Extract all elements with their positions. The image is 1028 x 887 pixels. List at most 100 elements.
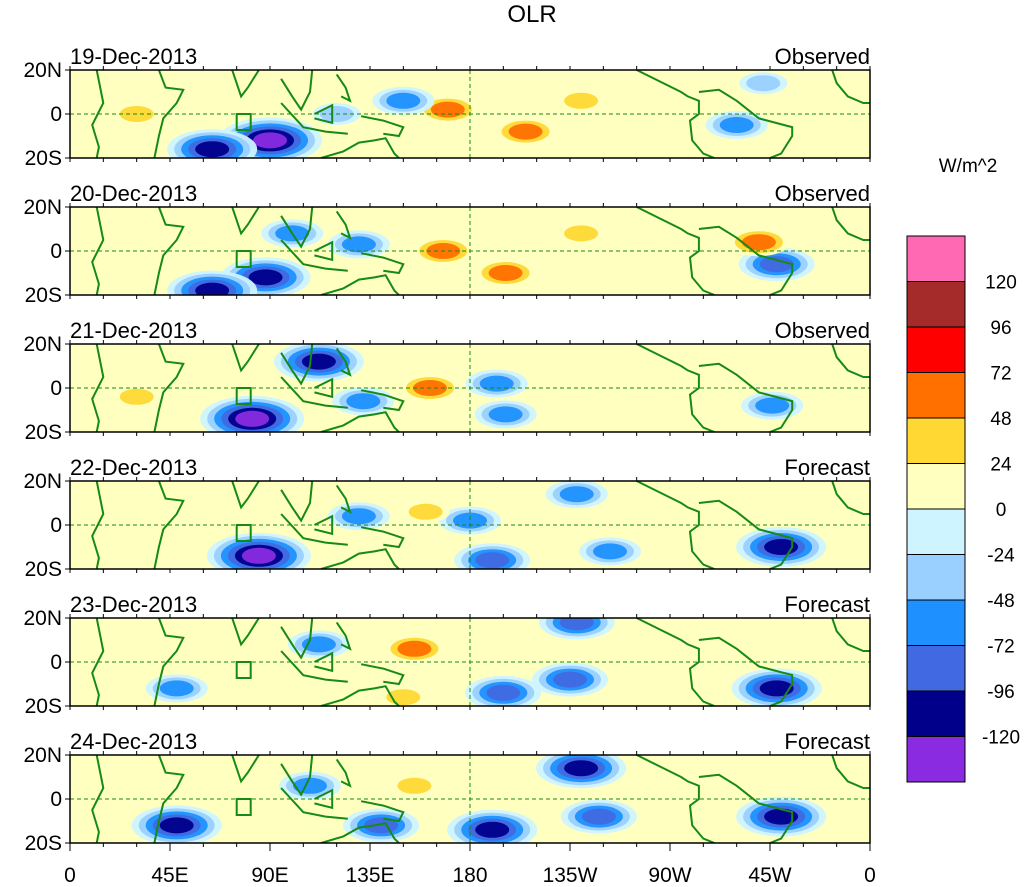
panel-label: Forecast (784, 729, 870, 754)
panel-5: 20N 0 20S 23-Dec-2013 Forecast (23, 592, 871, 718)
coastline-12 (831, 70, 870, 104)
field-feature-8-level-2 (397, 777, 432, 794)
coastline-9 (320, 548, 400, 569)
coastline-1 (91, 481, 105, 569)
field-feature-2-level-5 (195, 141, 230, 158)
colorbar-tick-label: 96 (990, 318, 1011, 339)
coastline-10 (636, 618, 715, 706)
coastline-2 (153, 70, 185, 158)
colorbar-swatch (906, 554, 966, 601)
y-tick-label: 0 (50, 651, 62, 674)
field-feature-1-level-6 (235, 410, 270, 427)
colorbar-swatch (906, 599, 966, 646)
x-tick-label: 45W (748, 864, 791, 887)
coastline-5 (280, 102, 348, 135)
coastline-5 (280, 239, 348, 272)
y-tick-label: 0 (50, 788, 62, 811)
coastline-12 (831, 344, 870, 378)
coastline-2 (153, 481, 185, 569)
panels-group: 20N 0 20S 19-Dec-2013 Observed 20N 0 20S 20-Dec-… (23, 44, 871, 855)
coastline-2 (153, 207, 185, 295)
panel-4: 20N 0 20S 22-Dec-2013 Forecast (23, 455, 871, 581)
y-tick-label: 20N (23, 470, 62, 493)
coastline-10 (636, 70, 715, 158)
x-tick-label: 90W (648, 864, 691, 887)
field-feature-7-level-2 (746, 75, 781, 92)
colorbar-swatch (906, 508, 966, 555)
coastline-4 (280, 344, 314, 386)
field-feature-5-level-3 (755, 397, 790, 414)
region-box (235, 798, 252, 816)
coastline-11 (698, 362, 794, 432)
x-tick-label: 180 (452, 864, 487, 887)
coastline-11 (698, 499, 794, 569)
field-feature-8-level-2 (119, 388, 154, 405)
coastline-9 (320, 274, 400, 295)
region-box (235, 113, 252, 131)
coastline-12 (831, 207, 870, 241)
field-feature-3-level-5 (301, 353, 336, 370)
field-feature-9-level-2 (564, 225, 599, 242)
coastline-7 (335, 210, 352, 240)
y-tick-label: 0 (50, 514, 62, 537)
field-feature-4-level-3 (488, 265, 523, 281)
x-tick-label: 90E (251, 864, 288, 887)
field-feature-6-level-3 (293, 777, 327, 794)
coastline-7 (335, 73, 352, 103)
region-box (235, 250, 252, 268)
coastline-9 (320, 137, 400, 158)
colorbar-swatch (906, 463, 966, 510)
x-axis: 0 45E 90E 135E 180 135W 90W 45W 0 (64, 843, 876, 887)
field-feature-1-level-5 (764, 808, 799, 825)
field-feature-2-level-5 (195, 282, 230, 295)
y-tick-label: 20S (25, 695, 62, 718)
colorbar-tick-label: -48 (987, 591, 1014, 612)
panel-field (70, 344, 870, 432)
region-box (235, 387, 252, 405)
region-box (235, 524, 252, 542)
coastline-8 (360, 800, 405, 823)
field-feature-1-level-6 (253, 132, 287, 149)
y-tick-label: 0 (50, 103, 62, 126)
coastline-9 (320, 411, 400, 432)
field-feature-4-level-3 (508, 123, 543, 140)
colorbar-swatch (906, 235, 966, 282)
panel-2: 20N 0 20S 20-Dec-2013 Observed (23, 181, 871, 307)
x-tick-label: 135E (345, 864, 394, 887)
coastline-10 (636, 481, 715, 569)
field-feature-3-level-3 (430, 101, 465, 118)
colorbar-tick-label: -24 (987, 546, 1015, 567)
field-feature-5-level-3 (341, 236, 376, 253)
colorbar-tick-label: -72 (987, 637, 1014, 658)
coastline-11 (698, 636, 794, 706)
coastline-9 (320, 685, 400, 706)
coastline-7 (335, 347, 352, 377)
x-tick-label: 0 (64, 864, 76, 887)
field-feature-8-level-2 (564, 92, 599, 109)
coastline-12 (831, 755, 870, 789)
coastline-4 (280, 618, 314, 660)
y-tick-label: 20N (23, 744, 62, 767)
field-feature-7-level-3 (479, 375, 514, 392)
panel-label: Observed (775, 318, 870, 343)
coastline-2 (153, 755, 185, 843)
field-feature-2-level-5 (564, 760, 599, 777)
coastline-5 (280, 513, 348, 546)
x-tick-label: 135W (543, 864, 598, 887)
colorbar-tick-label: 48 (990, 409, 1011, 430)
colorbar-swatch (906, 736, 966, 783)
field-feature-4-level-3 (559, 486, 594, 503)
coastline-8 (360, 115, 405, 138)
coastline-9 (320, 822, 400, 843)
colorbar-tick-label: -120 (982, 728, 1020, 749)
coastline-7 (335, 758, 352, 788)
coastline-5 (280, 787, 348, 820)
field-feature-6-level-4 (759, 256, 794, 273)
colorbar-swatch (906, 417, 966, 464)
field-feature-4-level-5 (159, 817, 194, 834)
field-feature-5-level-3 (159, 680, 194, 697)
y-tick-label: 0 (50, 377, 62, 400)
coastline-1 (91, 344, 105, 432)
coastline-1 (91, 70, 105, 158)
coastline-3 (231, 70, 260, 99)
